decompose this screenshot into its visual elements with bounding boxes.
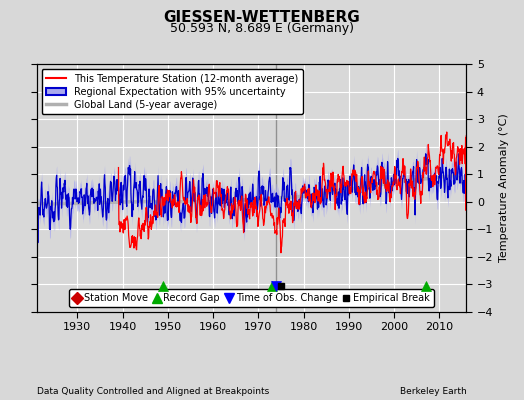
Text: 50.593 N, 8.689 E (Germany): 50.593 N, 8.689 E (Germany) bbox=[170, 22, 354, 35]
Legend: Station Move, Record Gap, Time of Obs. Change, Empirical Break: Station Move, Record Gap, Time of Obs. C… bbox=[69, 289, 434, 307]
Y-axis label: Temperature Anomaly (°C): Temperature Anomaly (°C) bbox=[499, 114, 509, 262]
Text: Data Quality Controlled and Aligned at Breakpoints: Data Quality Controlled and Aligned at B… bbox=[37, 387, 269, 396]
Text: GIESSEN-WETTENBERG: GIESSEN-WETTENBERG bbox=[163, 10, 361, 25]
Text: Berkeley Earth: Berkeley Earth bbox=[400, 387, 466, 396]
